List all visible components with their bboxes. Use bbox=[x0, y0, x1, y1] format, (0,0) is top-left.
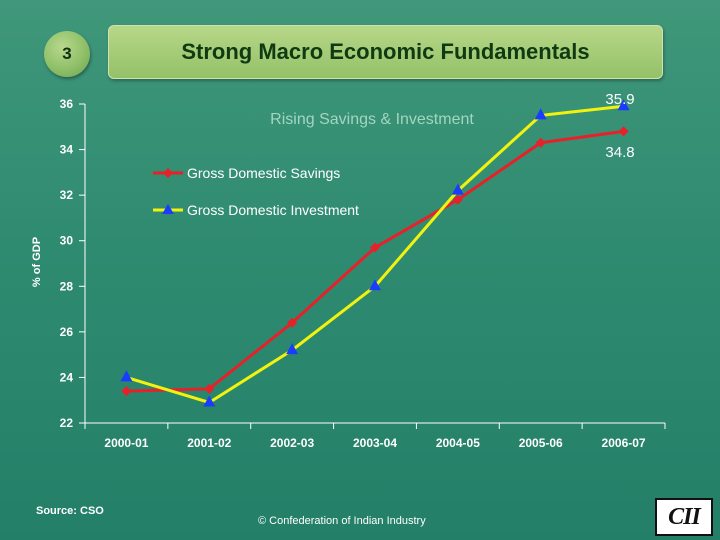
data-point-investment bbox=[120, 370, 133, 382]
data-point-savings bbox=[287, 317, 298, 328]
x-tick-label: 2006-07 bbox=[602, 436, 646, 450]
y-axis-title: % of GDP bbox=[31, 237, 43, 287]
x-tick-label: 2000-01 bbox=[104, 436, 148, 450]
data-point-investment bbox=[451, 183, 464, 195]
y-tick-label: 34 bbox=[60, 143, 74, 157]
slide-number-badge: 3 bbox=[44, 31, 90, 77]
chart-series bbox=[120, 99, 630, 407]
data-point-savings bbox=[452, 194, 463, 205]
chart-subtitle: Rising Savings & Investment bbox=[270, 111, 474, 128]
data-label-investment-last: 35.9 bbox=[605, 91, 634, 108]
data-point-savings bbox=[535, 137, 546, 148]
chart-axes: 22 24 26 28 30 32 34 36 2000-01 2001-02 2002-03 200… bbox=[60, 97, 666, 450]
x-tick-label: 2005-06 bbox=[519, 436, 563, 450]
data-point-investment bbox=[286, 343, 299, 355]
data-point-investment bbox=[369, 279, 381, 291]
y-tick-label: 28 bbox=[60, 279, 74, 293]
y-tick-label: 22 bbox=[60, 416, 74, 430]
y-tick-label: 32 bbox=[60, 188, 74, 202]
data-point-investment bbox=[203, 395, 216, 407]
y-tick-label: 24 bbox=[60, 370, 74, 384]
y-tick-label: 30 bbox=[60, 234, 74, 248]
x-tick-label: 2001-02 bbox=[187, 436, 231, 450]
legend-label-investment: Gross Domestic Investment bbox=[187, 202, 359, 218]
cii-logo: CII bbox=[655, 498, 713, 536]
x-tick-label: 2003-04 bbox=[353, 436, 397, 450]
source-note: Source: CSO bbox=[36, 505, 104, 517]
x-tick-label: 2004-05 bbox=[436, 436, 480, 450]
y-tick-label: 36 bbox=[60, 97, 74, 111]
y-tick-label: 26 bbox=[60, 325, 74, 339]
legend: Gross Domestic Savings Gross Domestic In… bbox=[153, 165, 359, 218]
legend-label-savings: Gross Domestic Savings bbox=[187, 165, 340, 181]
slide-title: Strong Macro Economic Fundamentals bbox=[108, 25, 663, 79]
data-label-savings-last: 34.8 bbox=[605, 144, 634, 161]
x-tick-label: 2002-03 bbox=[270, 436, 314, 450]
data-point-savings bbox=[618, 126, 629, 137]
data-point-savings bbox=[121, 386, 132, 397]
data-point-savings bbox=[370, 242, 380, 253]
series-line-investment bbox=[125, 104, 624, 405]
legend-marker-investment bbox=[162, 204, 174, 214]
legend-marker-savings bbox=[163, 168, 173, 178]
data-point-savings bbox=[204, 383, 215, 394]
data-point-investment bbox=[534, 108, 547, 120]
copyright-note: © Confederation of Indian Industry bbox=[258, 515, 426, 527]
data-point-investment bbox=[617, 99, 630, 111]
